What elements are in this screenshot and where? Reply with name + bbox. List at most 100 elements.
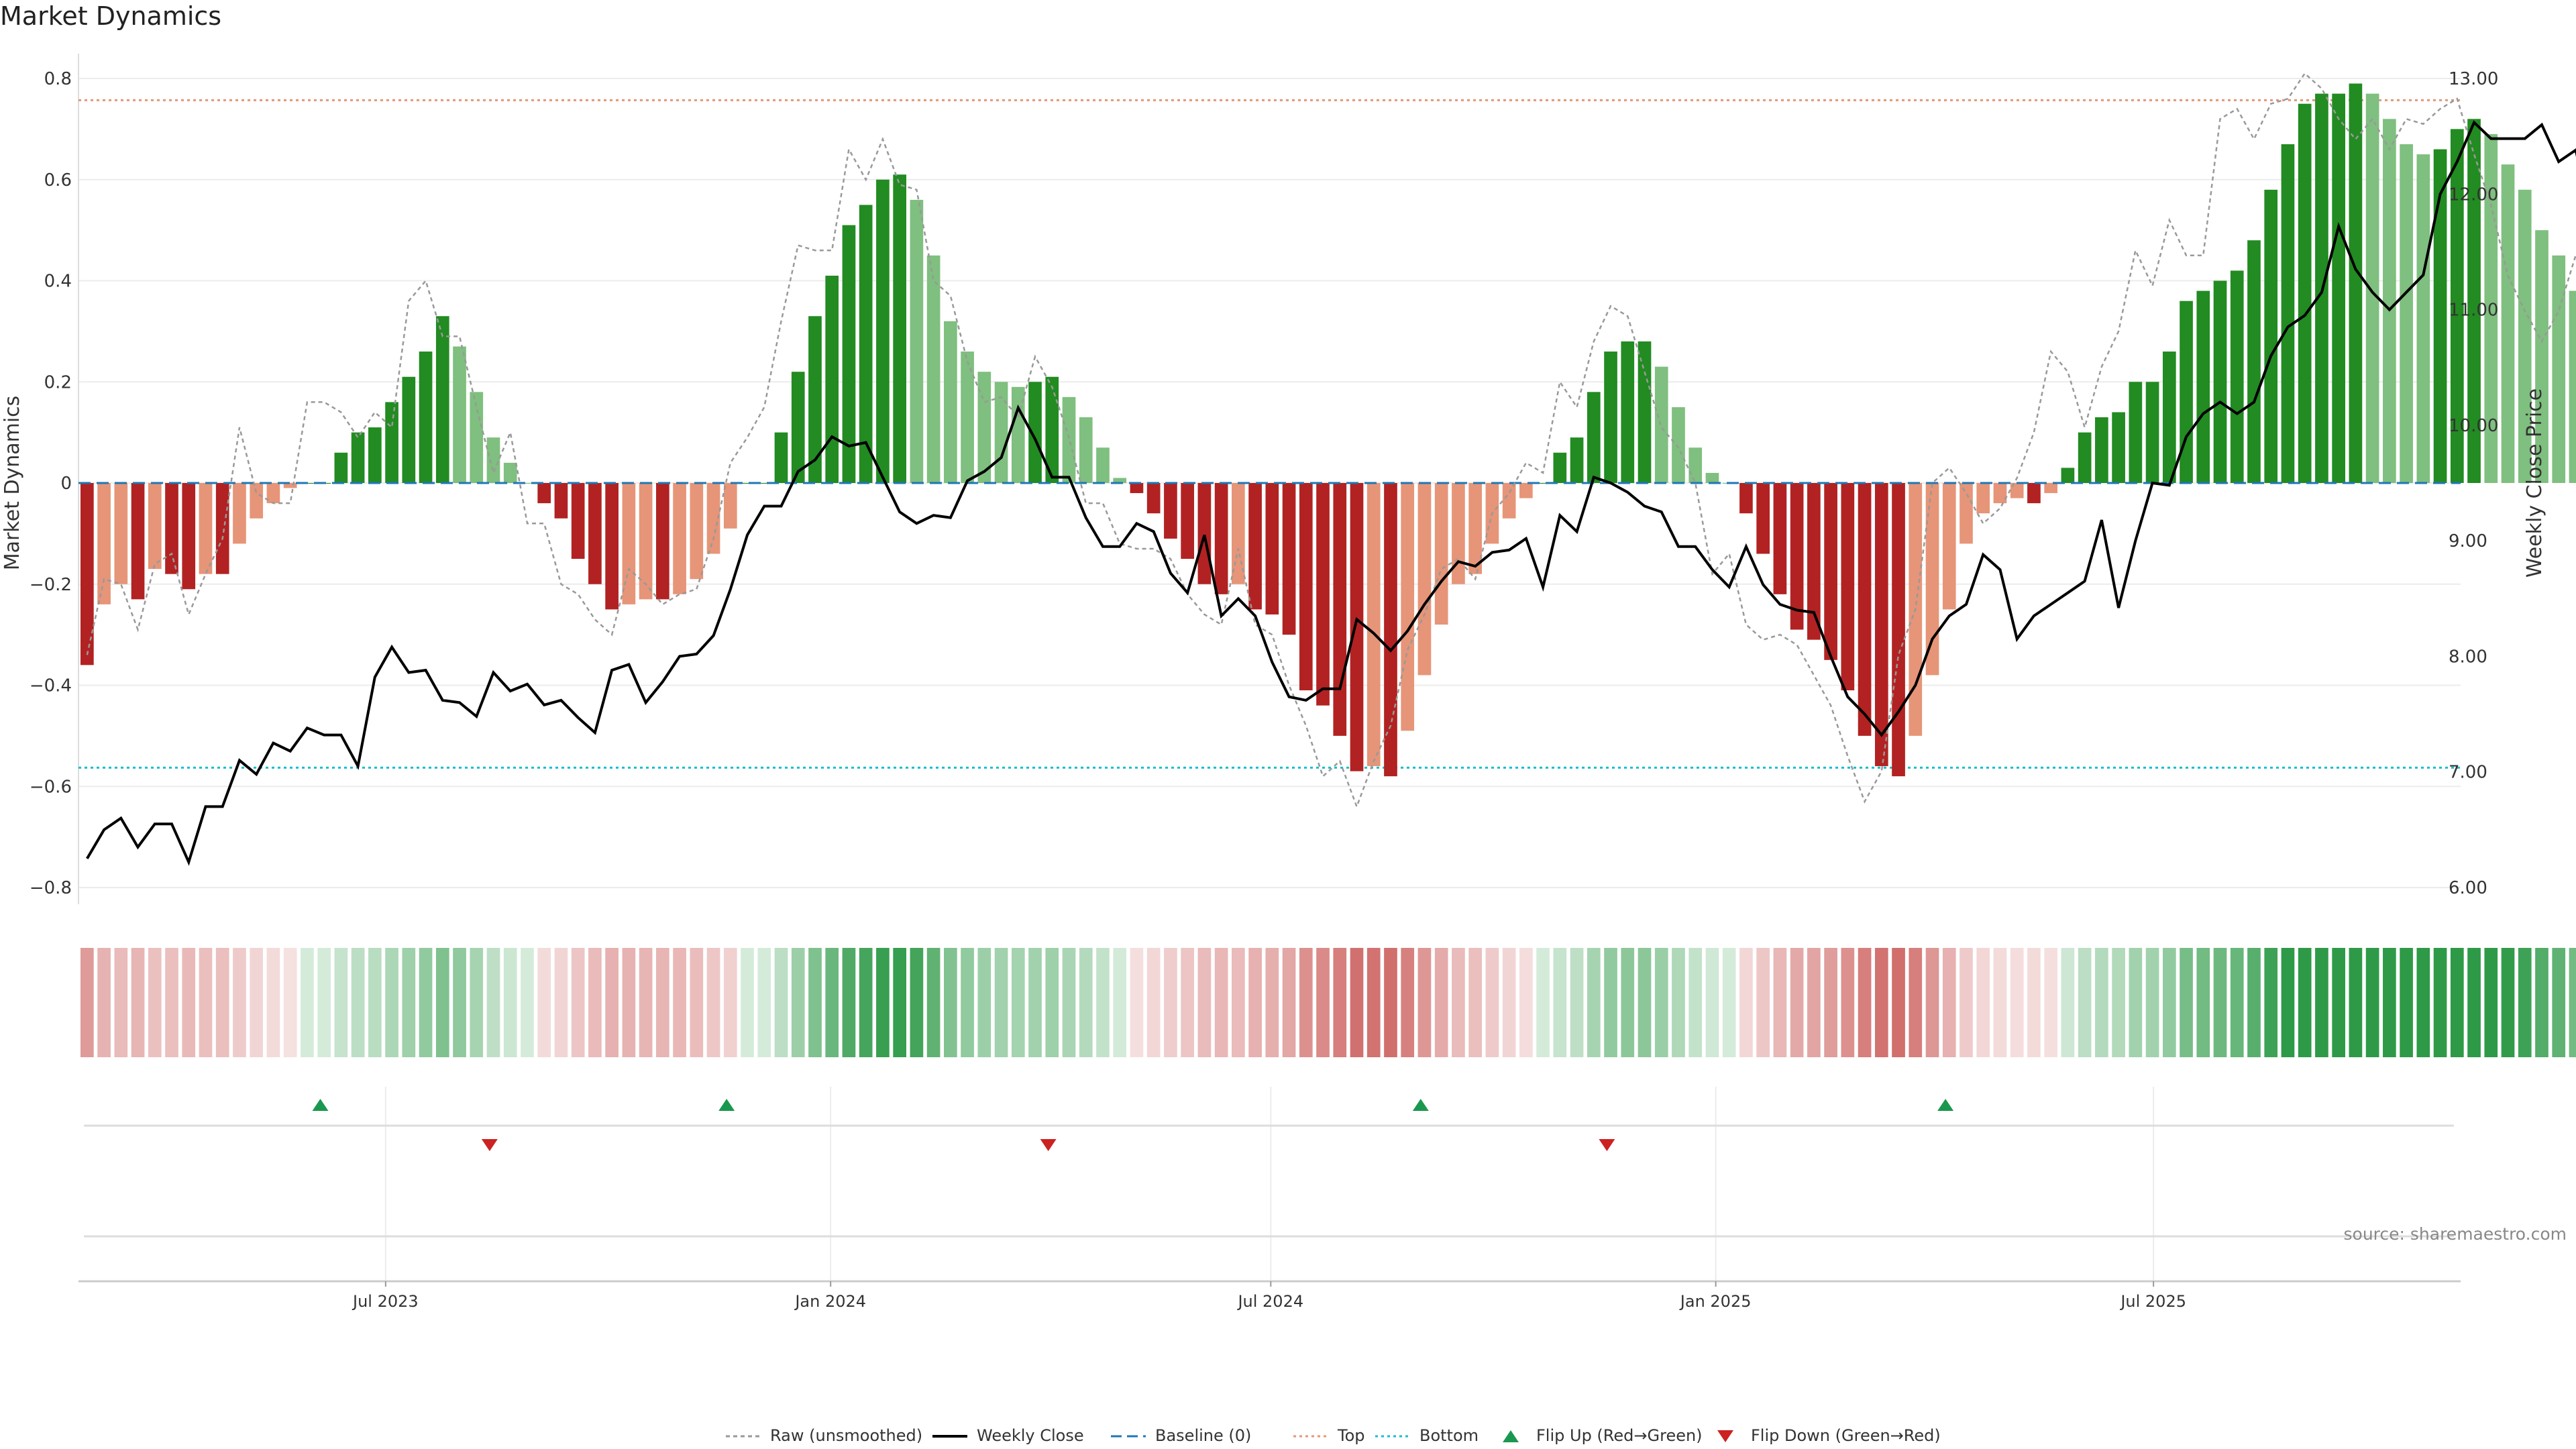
dynamics-bar	[334, 452, 348, 483]
heat-cell	[723, 948, 737, 1057]
dynamics-bar	[2383, 119, 2396, 484]
y2-tick-label: 13.00	[2449, 69, 2498, 89]
y-tick-label: −0.2	[30, 575, 72, 595]
heat-cell	[80, 948, 94, 1057]
dynamics-bar	[1773, 483, 1787, 594]
dynamics-bar	[1062, 396, 1076, 483]
heat-cell	[2467, 948, 2481, 1057]
legend-item: Raw (unsmoothed)	[726, 1426, 922, 1445]
dynamics-bar	[1654, 366, 1668, 483]
heat-cell	[1316, 948, 1330, 1057]
heat-cell	[1960, 948, 1973, 1057]
heat-cell	[1417, 948, 1432, 1057]
heat-cell	[1468, 948, 1482, 1057]
dynamics-bar	[571, 483, 585, 559]
dynamics-bar	[2196, 290, 2210, 483]
y-tick-label: 0	[60, 474, 72, 494]
heat-cell	[1705, 948, 1719, 1057]
dynamics-bar	[791, 372, 805, 483]
dynamics-bar	[1452, 483, 1465, 584]
y2-tick-label: 10.00	[2449, 416, 2498, 436]
dynamics-bar	[1756, 483, 1770, 554]
dynamics-bar	[1892, 483, 1905, 777]
dynamics-bar	[1688, 447, 1703, 483]
heat-cell	[961, 948, 974, 1057]
heat-cell	[1079, 948, 1093, 1057]
dynamics-bar	[2298, 103, 2312, 483]
heat-cell	[2365, 948, 2379, 1057]
weekly-close-line	[86, 120, 2576, 866]
dynamics-bar	[1858, 483, 1872, 736]
heat-cell	[1824, 948, 1837, 1057]
y2-axis-title: Weekly Close Price	[2523, 388, 2546, 578]
dynamics-bar	[1197, 483, 1212, 584]
y-axis-title: Market Dynamics	[1, 396, 24, 571]
dynamics-bar	[1045, 376, 1059, 483]
heat-cell	[2129, 948, 2143, 1057]
dynamics-bar	[1621, 341, 1635, 483]
heat-cell	[1688, 948, 1703, 1057]
dynamics-bar	[2112, 412, 2125, 483]
dynamics-bar	[114, 483, 128, 584]
dynamics-bar	[1739, 483, 1753, 514]
heat-cell	[1130, 948, 1144, 1057]
flip-down-marker	[1599, 1139, 1615, 1151]
legend-label: Raw (unsmoothed)	[770, 1426, 922, 1445]
heat-cell	[673, 948, 686, 1057]
heat-cell	[486, 948, 500, 1057]
dynamics-bar	[757, 483, 771, 484]
dynamics-bar	[2247, 240, 2261, 483]
heat-cell	[791, 948, 805, 1057]
heat-cell	[1942, 948, 1956, 1057]
dynamics-bar	[1181, 483, 1194, 559]
dynamics-bar	[1366, 483, 1381, 767]
heat-cell	[554, 948, 568, 1057]
heat-cell	[1214, 948, 1228, 1057]
dynamics-bar	[1976, 483, 1990, 514]
heat-cell	[402, 948, 416, 1057]
dynamics-bar	[2264, 189, 2278, 483]
y-tick-label: −0.4	[30, 676, 72, 696]
dynamics-bar	[1282, 483, 1296, 635]
heat-cell	[1485, 948, 1499, 1057]
heat-cell	[1841, 948, 1855, 1057]
y2-tick-label: 6.00	[2449, 878, 2487, 898]
heat-cell	[1384, 948, 1397, 1057]
dynamics-bar	[622, 483, 636, 604]
dynamics-bar	[2281, 144, 2295, 484]
dynamics-bar	[639, 483, 653, 600]
heat-cell	[1434, 948, 1448, 1057]
heat-cell	[926, 948, 941, 1057]
heat-cell	[2518, 948, 2532, 1057]
heat-cell	[334, 948, 348, 1057]
dynamics-bar	[605, 483, 619, 610]
heat-cell	[2501, 948, 2515, 1057]
dynamics-bar	[741, 483, 754, 484]
dynamics-bar	[859, 205, 873, 483]
heat-cell	[944, 948, 957, 1057]
heat-cell	[2416, 948, 2430, 1057]
heat-cell	[114, 948, 128, 1057]
dynamics-bar	[470, 392, 484, 483]
dynamics-bar	[926, 255, 941, 483]
heat-cell	[1892, 948, 1905, 1057]
heat-cell	[165, 948, 178, 1057]
heat-cell	[876, 948, 890, 1057]
dynamics-bar	[351, 432, 365, 483]
heat-cell	[2230, 948, 2244, 1057]
heat-cell	[1452, 948, 1465, 1057]
chart-title: Market Dynamics	[0, 1, 222, 31]
x-tick-label: Jan 2025	[1679, 1292, 1752, 1311]
flip-up-marker	[1937, 1099, 1954, 1111]
heat-cell	[588, 948, 602, 1057]
dynamics-bar	[2535, 230, 2548, 483]
flip-down-marker	[1040, 1139, 1057, 1151]
dynamics-bar	[1638, 341, 1652, 483]
dynamics-bar	[2129, 382, 2143, 483]
heat-cell	[1045, 948, 1059, 1057]
dynamics-bar	[1502, 483, 1516, 519]
dynamics-bar	[1011, 386, 1025, 483]
heat-cell	[2145, 948, 2159, 1057]
heat-cell	[2298, 948, 2312, 1057]
